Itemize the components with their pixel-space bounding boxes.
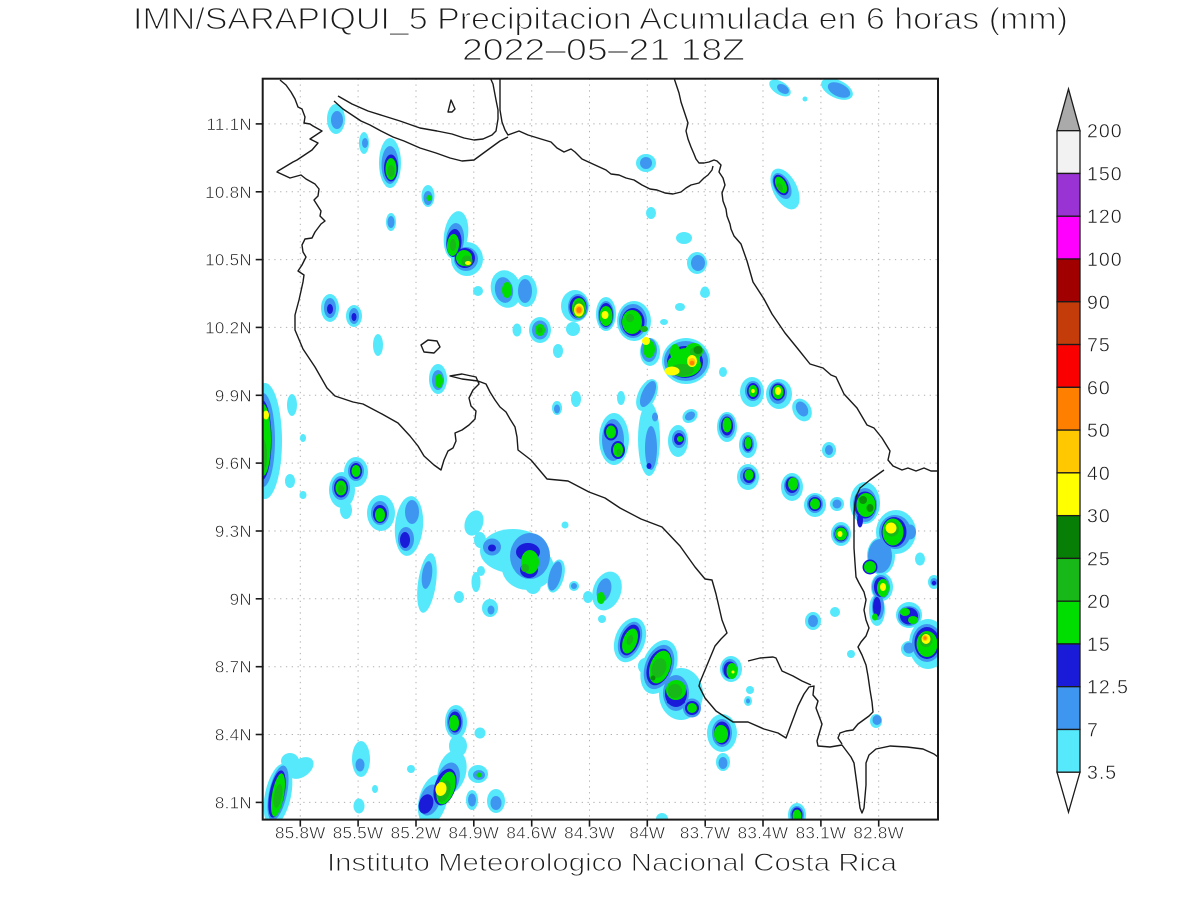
svg-text:85.5W: 85.5W [333, 824, 384, 843]
svg-text:150: 150 [1087, 164, 1123, 186]
svg-text:40: 40 [1087, 463, 1111, 485]
svg-text:3.5: 3.5 [1087, 762, 1117, 784]
svg-text:200: 200 [1087, 121, 1123, 143]
svg-text:50: 50 [1087, 420, 1111, 442]
svg-text:83.4W: 83.4W [738, 824, 789, 843]
svg-text:84.9W: 84.9W [448, 824, 499, 843]
svg-text:Instituto Meteorologico Nacion: Instituto Meteorologico Nacional Costa R… [327, 849, 897, 877]
svg-text:9.6N: 9.6N [215, 454, 252, 473]
svg-text:9.3N: 9.3N [215, 522, 252, 541]
svg-text:85.8W: 85.8W [275, 824, 326, 843]
svg-text:75: 75 [1087, 335, 1111, 357]
svg-text:12.5: 12.5 [1087, 677, 1129, 699]
svg-text:90: 90 [1087, 292, 1111, 314]
svg-text:2022–05–21 18Z: 2022–05–21 18Z [462, 32, 745, 67]
svg-text:8.7N: 8.7N [215, 658, 252, 677]
svg-text:20: 20 [1087, 591, 1111, 613]
svg-text:30: 30 [1087, 506, 1111, 528]
svg-text:85.2W: 85.2W [391, 824, 442, 843]
svg-text:10.8N: 10.8N [205, 183, 252, 202]
svg-text:9N: 9N [230, 590, 252, 609]
svg-text:100: 100 [1087, 249, 1123, 271]
svg-text:8.1N: 8.1N [215, 793, 252, 812]
svg-text:83.1W: 83.1W [796, 824, 847, 843]
svg-text:11.1N: 11.1N [206, 115, 252, 134]
svg-text:83.7W: 83.7W [680, 824, 731, 843]
svg-text:8.4N: 8.4N [215, 726, 252, 745]
svg-text:84.6W: 84.6W [506, 824, 557, 843]
svg-text:IMN/SARAPIQUI_5 Precipitacion: IMN/SARAPIQUI_5 Precipitacion Acumulada … [133, 1, 1068, 36]
svg-text:84.3W: 84.3W [564, 824, 615, 843]
svg-text:25: 25 [1087, 548, 1111, 570]
svg-text:15: 15 [1087, 634, 1111, 656]
svg-text:82.8W: 82.8W [853, 824, 904, 843]
svg-text:9.9N: 9.9N [215, 386, 252, 405]
svg-text:7: 7 [1087, 720, 1099, 742]
svg-text:10.2N: 10.2N [205, 318, 252, 337]
svg-text:10.5N: 10.5N [205, 251, 252, 270]
svg-text:120: 120 [1087, 206, 1123, 228]
svg-text:84W: 84W [629, 824, 665, 843]
svg-text:60: 60 [1087, 377, 1111, 399]
